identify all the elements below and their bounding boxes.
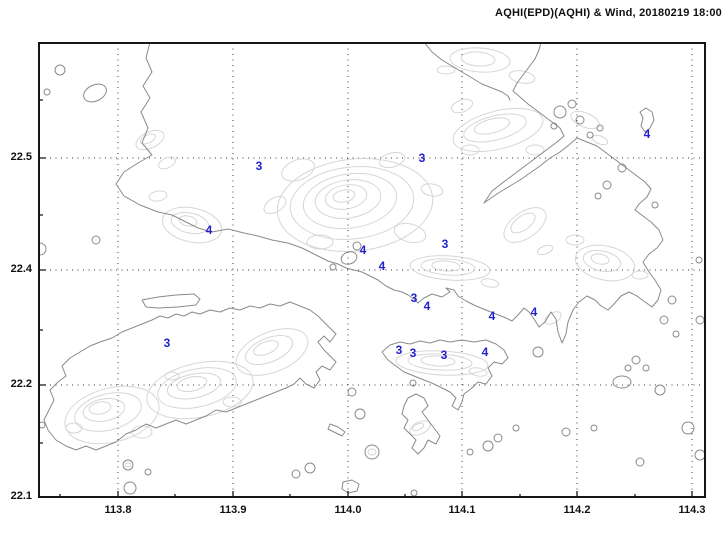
y-tick-label: 22.4 <box>10 263 32 275</box>
coastline-islet-south <box>341 479 360 494</box>
coastline-lantau <box>43 301 337 451</box>
station-aqhi-value: 3 <box>255 159 263 173</box>
station-aqhi-value: 3 <box>441 237 449 251</box>
station-aqhi-value: 4 <box>378 259 386 273</box>
x-tick-label: 114.1 <box>448 504 476 516</box>
coastline-lamma <box>401 393 441 455</box>
terrain-contours <box>64 47 649 468</box>
x-tick-label: 113.9 <box>219 504 247 516</box>
grid-lines <box>39 43 705 497</box>
chart-title: AQHI(EPD)(AQHI) & Wind, 20180219 18:00 <box>495 7 722 19</box>
plot-border <box>38 42 706 498</box>
station-aqhi-value: 3 <box>395 343 403 357</box>
coastline-layer <box>39 43 705 497</box>
station-aqhi-value: 4 <box>530 305 538 319</box>
station-aqhi-value: 4 <box>423 299 431 313</box>
station-aqhi-value: 3 <box>409 346 417 360</box>
station-aqhi-value: 3 <box>163 336 171 350</box>
small-islands <box>39 64 705 497</box>
coastline-border-north <box>424 43 511 101</box>
x-tick-label: 114.0 <box>334 504 362 516</box>
station-aqhi-value: 4 <box>205 223 213 237</box>
coastline-cheung-chau <box>327 423 346 437</box>
x-tick-label: 114.3 <box>678 504 706 516</box>
station-aqhi-value: 4 <box>481 345 489 359</box>
station-aqhi-value: 4 <box>643 127 651 141</box>
y-tick-label: 22.5 <box>10 151 32 163</box>
coastline-new-territories <box>115 43 664 344</box>
coastline-ping-chau <box>639 107 655 133</box>
x-tick-label: 114.2 <box>563 504 591 516</box>
y-tick-label: 22.2 <box>10 378 32 390</box>
station-aqhi-value: 3 <box>410 291 418 305</box>
coastline-airport-island <box>141 293 201 309</box>
x-tick-label: 113.8 <box>104 504 132 516</box>
coastline-hk-island <box>381 339 509 411</box>
y-tick-label: 22.1 <box>10 490 32 502</box>
station-aqhi-value: 3 <box>440 348 448 362</box>
station-aqhi-value: 4 <box>488 309 496 323</box>
station-aqhi-value: 3 <box>418 151 426 165</box>
station-aqhi-value: 4 <box>359 243 367 257</box>
